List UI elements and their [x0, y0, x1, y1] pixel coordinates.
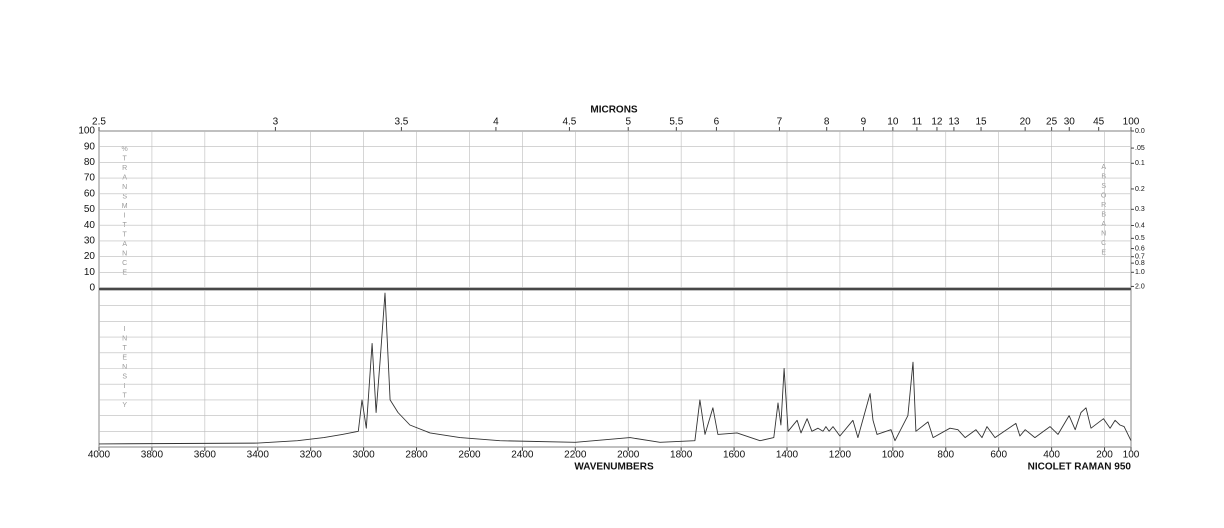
x2-tick-label: 3: [273, 117, 279, 128]
x2-tick-label: 9: [861, 117, 867, 128]
x-tick-label: 1400: [776, 450, 799, 461]
y2-tick-label: 0.7: [1135, 254, 1145, 261]
x2-tick-label: 10: [887, 117, 899, 128]
x-tick-label: 100: [1123, 450, 1140, 461]
y2-tick-label: 0.0: [1135, 128, 1145, 135]
x-tick-label: 3800: [141, 450, 164, 461]
x-tick-label: 4000: [88, 450, 111, 461]
y-tick-label: 60: [84, 188, 96, 199]
spectrum-line: [98, 292, 1132, 445]
x2-tick-label: 15: [975, 117, 987, 128]
y2-tick-label: 0.1: [1135, 160, 1145, 167]
y2-tick-label: 0.3: [1135, 206, 1145, 213]
x2-tick-label: 3.5: [394, 117, 408, 128]
y2-tick-label: 0.5: [1135, 235, 1145, 242]
x-tick-label: 2000: [617, 450, 640, 461]
y2-tick-label: 0.6: [1135, 245, 1145, 252]
y-tick-label: 90: [84, 141, 96, 152]
y-tick-label: 0: [89, 283, 95, 294]
x2-tick-label: 8: [824, 117, 830, 128]
x-tick-label: 3200: [300, 450, 323, 461]
x2-tick-label: 30: [1064, 117, 1076, 128]
x2-tick-label: 100: [1123, 117, 1140, 128]
x2-tick-label: 4.5: [562, 117, 576, 128]
x2-tick-label: 12: [931, 117, 943, 128]
x2-tick-label: 5.5: [669, 117, 683, 128]
x2-tick-label: 11: [912, 117, 923, 128]
x-tick-label: 1000: [882, 450, 905, 461]
y2-tick-label: .05: [1135, 145, 1145, 152]
x2-tick-label: 4: [493, 117, 499, 128]
x2-tick-label: 5: [625, 117, 631, 128]
x-tick-label: 3600: [194, 450, 217, 461]
x2-axis-title: MICRONS: [590, 105, 638, 116]
y2-tick-label: 2.0: [1135, 283, 1145, 290]
y2-tick-label: 0.8: [1135, 260, 1145, 267]
x-tick-label: 2400: [511, 450, 534, 461]
y2-tick-label: 0.4: [1135, 222, 1145, 229]
x2-tick-label: 2.5: [92, 117, 106, 128]
x-tick-label: 200: [1096, 450, 1113, 461]
x-tick-label: 2200: [564, 450, 587, 461]
x2-tick-label: 25: [1046, 117, 1058, 128]
instrument-label: NICOLET RAMAN 950: [1028, 462, 1132, 473]
y-tick-label: 100: [78, 126, 95, 137]
y-axis-title: %TRANSMITTANCE: [121, 146, 128, 279]
y2-tick-label: 0.2: [1135, 186, 1145, 193]
x-tick-label: 3400: [247, 450, 270, 461]
y2-tick-label: 1.0: [1135, 269, 1145, 276]
y-tick-label: 40: [84, 220, 96, 231]
y-tick-label: 50: [84, 204, 96, 215]
x2-tick-label: 13: [948, 117, 960, 128]
y-tick-label: 30: [84, 236, 96, 247]
y-tick-label: 20: [84, 251, 96, 262]
x-tick-label: 400: [1043, 450, 1060, 461]
x-axis-title: WAVENUMBERS: [574, 462, 654, 473]
x2-tick-label: 7: [777, 117, 783, 128]
x-tick-label: 1800: [670, 450, 693, 461]
y-tick-label: 10: [84, 267, 96, 278]
x-tick-label: 2800: [405, 450, 428, 461]
x-tick-label: 3000: [352, 450, 375, 461]
x2-tick-label: 45: [1093, 117, 1105, 128]
x-tick-label: 1200: [829, 450, 852, 461]
x-tick-label: 600: [990, 450, 1007, 461]
x-tick-label: 2600: [458, 450, 481, 461]
y-tick-label: 80: [84, 157, 96, 168]
y2-axis-title: ABSORBANCE: [1100, 164, 1107, 259]
x-tick-label: 1600: [723, 450, 746, 461]
x2-tick-label: 20: [1020, 117, 1032, 128]
x-tick-label: 800: [937, 450, 954, 461]
x2-tick-label: 6: [714, 117, 720, 128]
y-tick-label: 70: [84, 173, 96, 184]
